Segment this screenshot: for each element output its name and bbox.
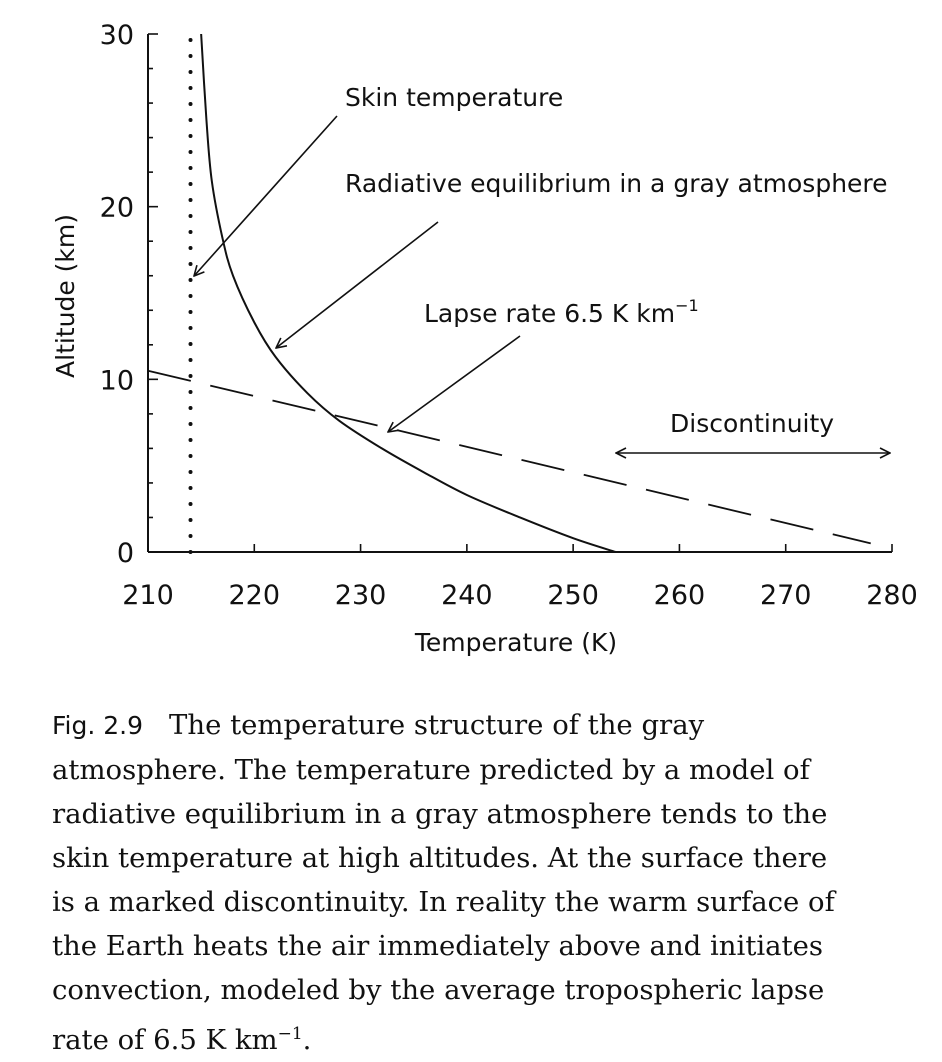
y-tick-label: 30 <box>100 20 134 51</box>
caption-line: convection, modeled by the average tropo… <box>52 974 825 1006</box>
annotations: Skin temperature Radiative equilibrium i… <box>194 83 890 453</box>
annotation-radiative-equilibrium: Radiative equilibrium in a gray atmosphe… <box>345 169 888 198</box>
caption-line: is a marked discontinuity. In reality th… <box>52 886 835 918</box>
caption-superscript: −1 <box>277 1024 303 1044</box>
series-lapse-rate-6-5-k-km-1 <box>147 369 871 545</box>
caption-line: radiative equilibrium in a gray atmosphe… <box>52 798 828 830</box>
caption-line: atmosphere. The temperature predicted by… <box>52 754 810 786</box>
annotation-lapse-rate: Lapse rate 6.5 K km−1 <box>424 296 699 328</box>
caption-line: Fig. 2.9 The temperature structure of the… <box>52 709 705 741</box>
annotation-skin-arrow <box>194 115 338 276</box>
y-tick-label: 20 <box>100 193 134 224</box>
x-tick-label: 210 <box>122 580 174 611</box>
annotation-lapse-arrow <box>388 335 521 432</box>
x-tick-label: 250 <box>547 580 599 611</box>
y-tick-label: 10 <box>100 365 134 396</box>
chart: 210 220 230 240 250 260 270 280 0 10 20 30 Tempera… <box>51 20 918 657</box>
x-tick-label: 260 <box>654 580 706 611</box>
x-tick-label: 240 <box>441 580 493 611</box>
figure-caption: Fig. 2.9 The temperature structure of the… <box>52 703 912 1062</box>
lapse-rate-superscript: −1 <box>675 296 699 315</box>
x-tick-label: 270 <box>760 580 812 611</box>
annotation-radiative-arrow <box>276 221 439 348</box>
series-radiative-equilibrium-in-a-gray-atmosphere <box>200 33 616 553</box>
y-tick-label: 0 <box>117 538 134 569</box>
axes: 210 220 230 240 250 260 270 280 0 10 20 30 <box>100 20 918 611</box>
x-tick-label: 220 <box>229 580 281 611</box>
x-axis-title: Temperature (K) <box>414 628 617 657</box>
annotation-skin-temperature: Skin temperature <box>345 83 563 112</box>
caption-line: skin temperature at high altitudes. At t… <box>52 842 828 874</box>
figure-label: Fig. 2.9 <box>52 711 144 740</box>
series-layer <box>147 32 871 554</box>
x-tick-label: 280 <box>866 580 918 611</box>
caption-line: the Earth heats the air immediately abov… <box>52 930 823 962</box>
annotation-discontinuity: Discontinuity <box>670 409 834 438</box>
caption-line: rate of 6.5 K km−1. <box>52 1024 312 1057</box>
y-axis-title: Altitude (km) <box>51 214 80 378</box>
x-tick-label: 230 <box>335 580 387 611</box>
